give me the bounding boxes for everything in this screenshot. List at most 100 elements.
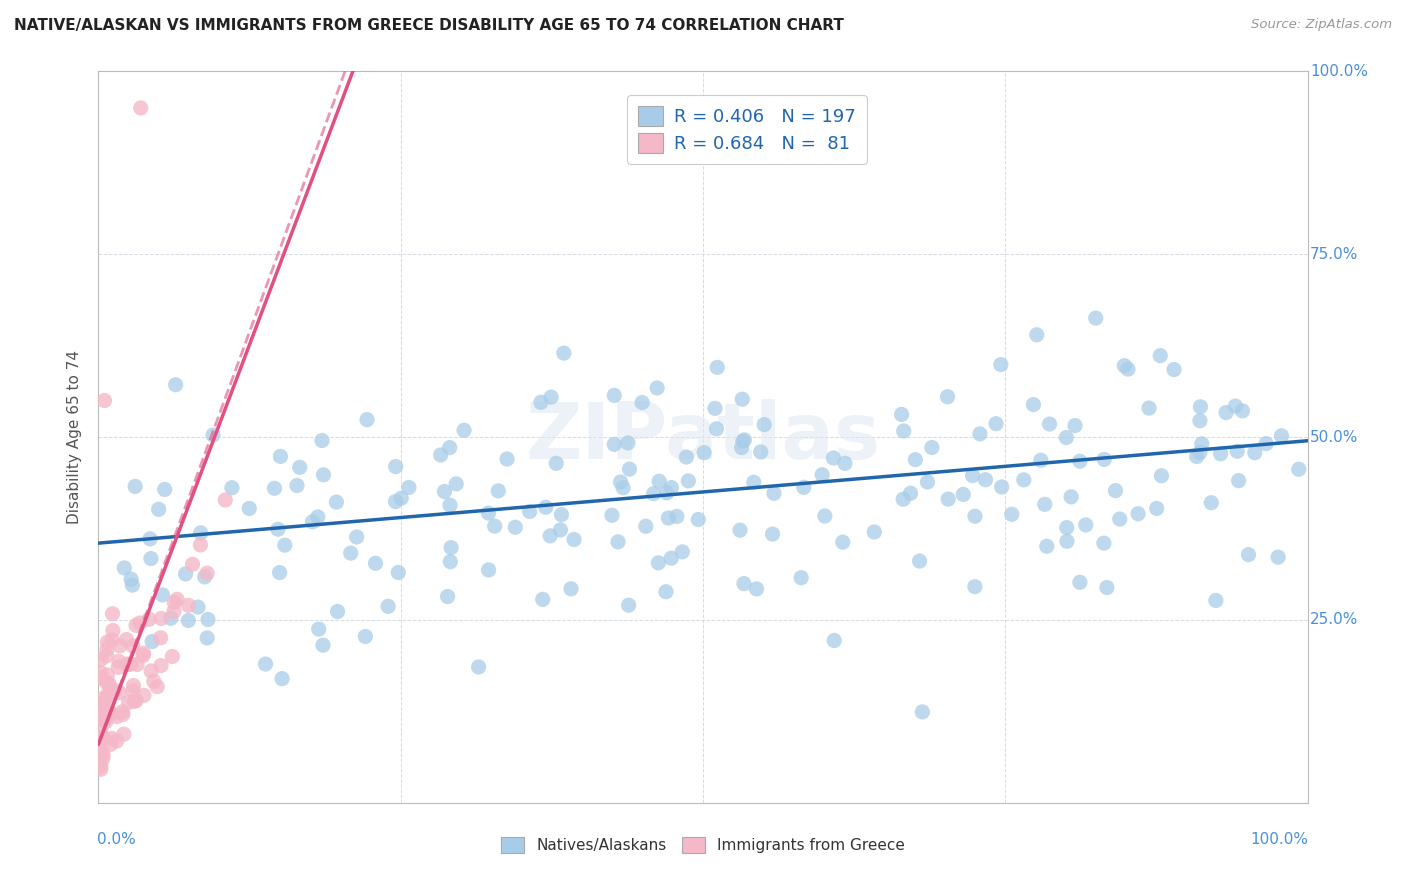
Point	[132, 648, 155, 663]
Point	[107, 660, 129, 674]
Point	[1188, 414, 1211, 428]
Point	[645, 381, 668, 395]
Point	[346, 530, 368, 544]
Point	[1149, 349, 1171, 363]
Point	[377, 599, 399, 614]
Point	[1270, 429, 1292, 443]
Point	[139, 532, 162, 546]
Point	[439, 555, 461, 569]
Point	[141, 634, 163, 648]
Point	[974, 473, 997, 487]
Point	[1069, 454, 1091, 468]
Point	[1267, 550, 1289, 565]
Point	[96, 676, 118, 690]
Point	[1054, 431, 1077, 445]
Point	[101, 633, 124, 648]
Point	[675, 450, 697, 464]
Point	[90, 671, 112, 685]
Point	[823, 450, 845, 465]
Point	[384, 494, 406, 508]
Point	[600, 508, 623, 523]
Point	[863, 524, 886, 539]
Point	[190, 538, 212, 552]
Point	[496, 452, 519, 467]
Text: NATIVE/ALASKAN VS IMMIGRANTS FROM GREECE DISABILITY AGE 65 TO 74 CORRELATION CHA: NATIVE/ALASKAN VS IMMIGRANTS FROM GREECE…	[14, 18, 844, 33]
Point	[312, 638, 335, 652]
Point	[1137, 401, 1160, 415]
Point	[194, 570, 217, 584]
Point	[101, 731, 124, 746]
Point	[657, 511, 679, 525]
Point	[238, 501, 260, 516]
Point	[1022, 398, 1045, 412]
Point	[659, 551, 682, 566]
Point	[166, 592, 188, 607]
Point	[285, 478, 308, 492]
Point	[519, 504, 541, 518]
Point	[1074, 517, 1097, 532]
Point	[429, 448, 451, 462]
Point	[553, 346, 575, 360]
Point	[1215, 406, 1237, 420]
Point	[503, 520, 526, 534]
Point	[96, 642, 118, 657]
Point	[269, 566, 291, 580]
Point	[124, 694, 146, 708]
Point	[990, 480, 1012, 494]
Point	[339, 546, 361, 560]
Point	[1069, 575, 1091, 590]
Point	[603, 437, 626, 451]
Point	[762, 486, 785, 500]
Point	[90, 692, 112, 706]
Point	[704, 401, 727, 416]
Point	[730, 441, 752, 455]
Text: 0.0%: 0.0%	[97, 832, 136, 847]
Point	[790, 571, 813, 585]
Point	[356, 412, 378, 426]
Point	[1060, 490, 1083, 504]
Point	[269, 450, 291, 464]
Point	[150, 658, 173, 673]
Point	[163, 595, 186, 609]
Point	[214, 493, 236, 508]
Point	[121, 639, 143, 653]
Point	[108, 639, 131, 653]
Point	[90, 762, 112, 776]
Point	[96, 635, 118, 649]
Point	[1232, 404, 1254, 418]
Point	[325, 495, 347, 509]
Point	[101, 607, 124, 621]
Point	[1114, 359, 1136, 373]
Point	[1126, 507, 1149, 521]
Point	[91, 731, 114, 745]
Point	[1092, 536, 1115, 550]
Point	[811, 467, 834, 482]
Point	[706, 360, 728, 375]
Point	[831, 535, 853, 549]
Point	[904, 452, 927, 467]
Point	[129, 101, 152, 115]
Point	[917, 475, 939, 489]
Point	[125, 618, 148, 632]
Point	[617, 599, 640, 613]
Point	[1227, 474, 1250, 488]
Point	[94, 712, 117, 726]
Point	[132, 646, 155, 660]
Point	[538, 529, 561, 543]
Point	[112, 727, 135, 741]
Point	[731, 434, 754, 449]
Point	[655, 486, 678, 500]
Point	[90, 723, 112, 737]
Point	[1038, 417, 1060, 431]
Point	[267, 522, 290, 536]
Text: 25.0%: 25.0%	[1310, 613, 1358, 627]
Point	[1150, 468, 1173, 483]
Point	[398, 480, 420, 494]
Point	[921, 441, 943, 455]
Point	[326, 605, 349, 619]
Point	[1188, 445, 1211, 459]
Point	[1104, 483, 1126, 498]
Text: 50.0%: 50.0%	[1310, 430, 1358, 444]
Point	[1199, 496, 1222, 510]
Point	[202, 428, 225, 442]
